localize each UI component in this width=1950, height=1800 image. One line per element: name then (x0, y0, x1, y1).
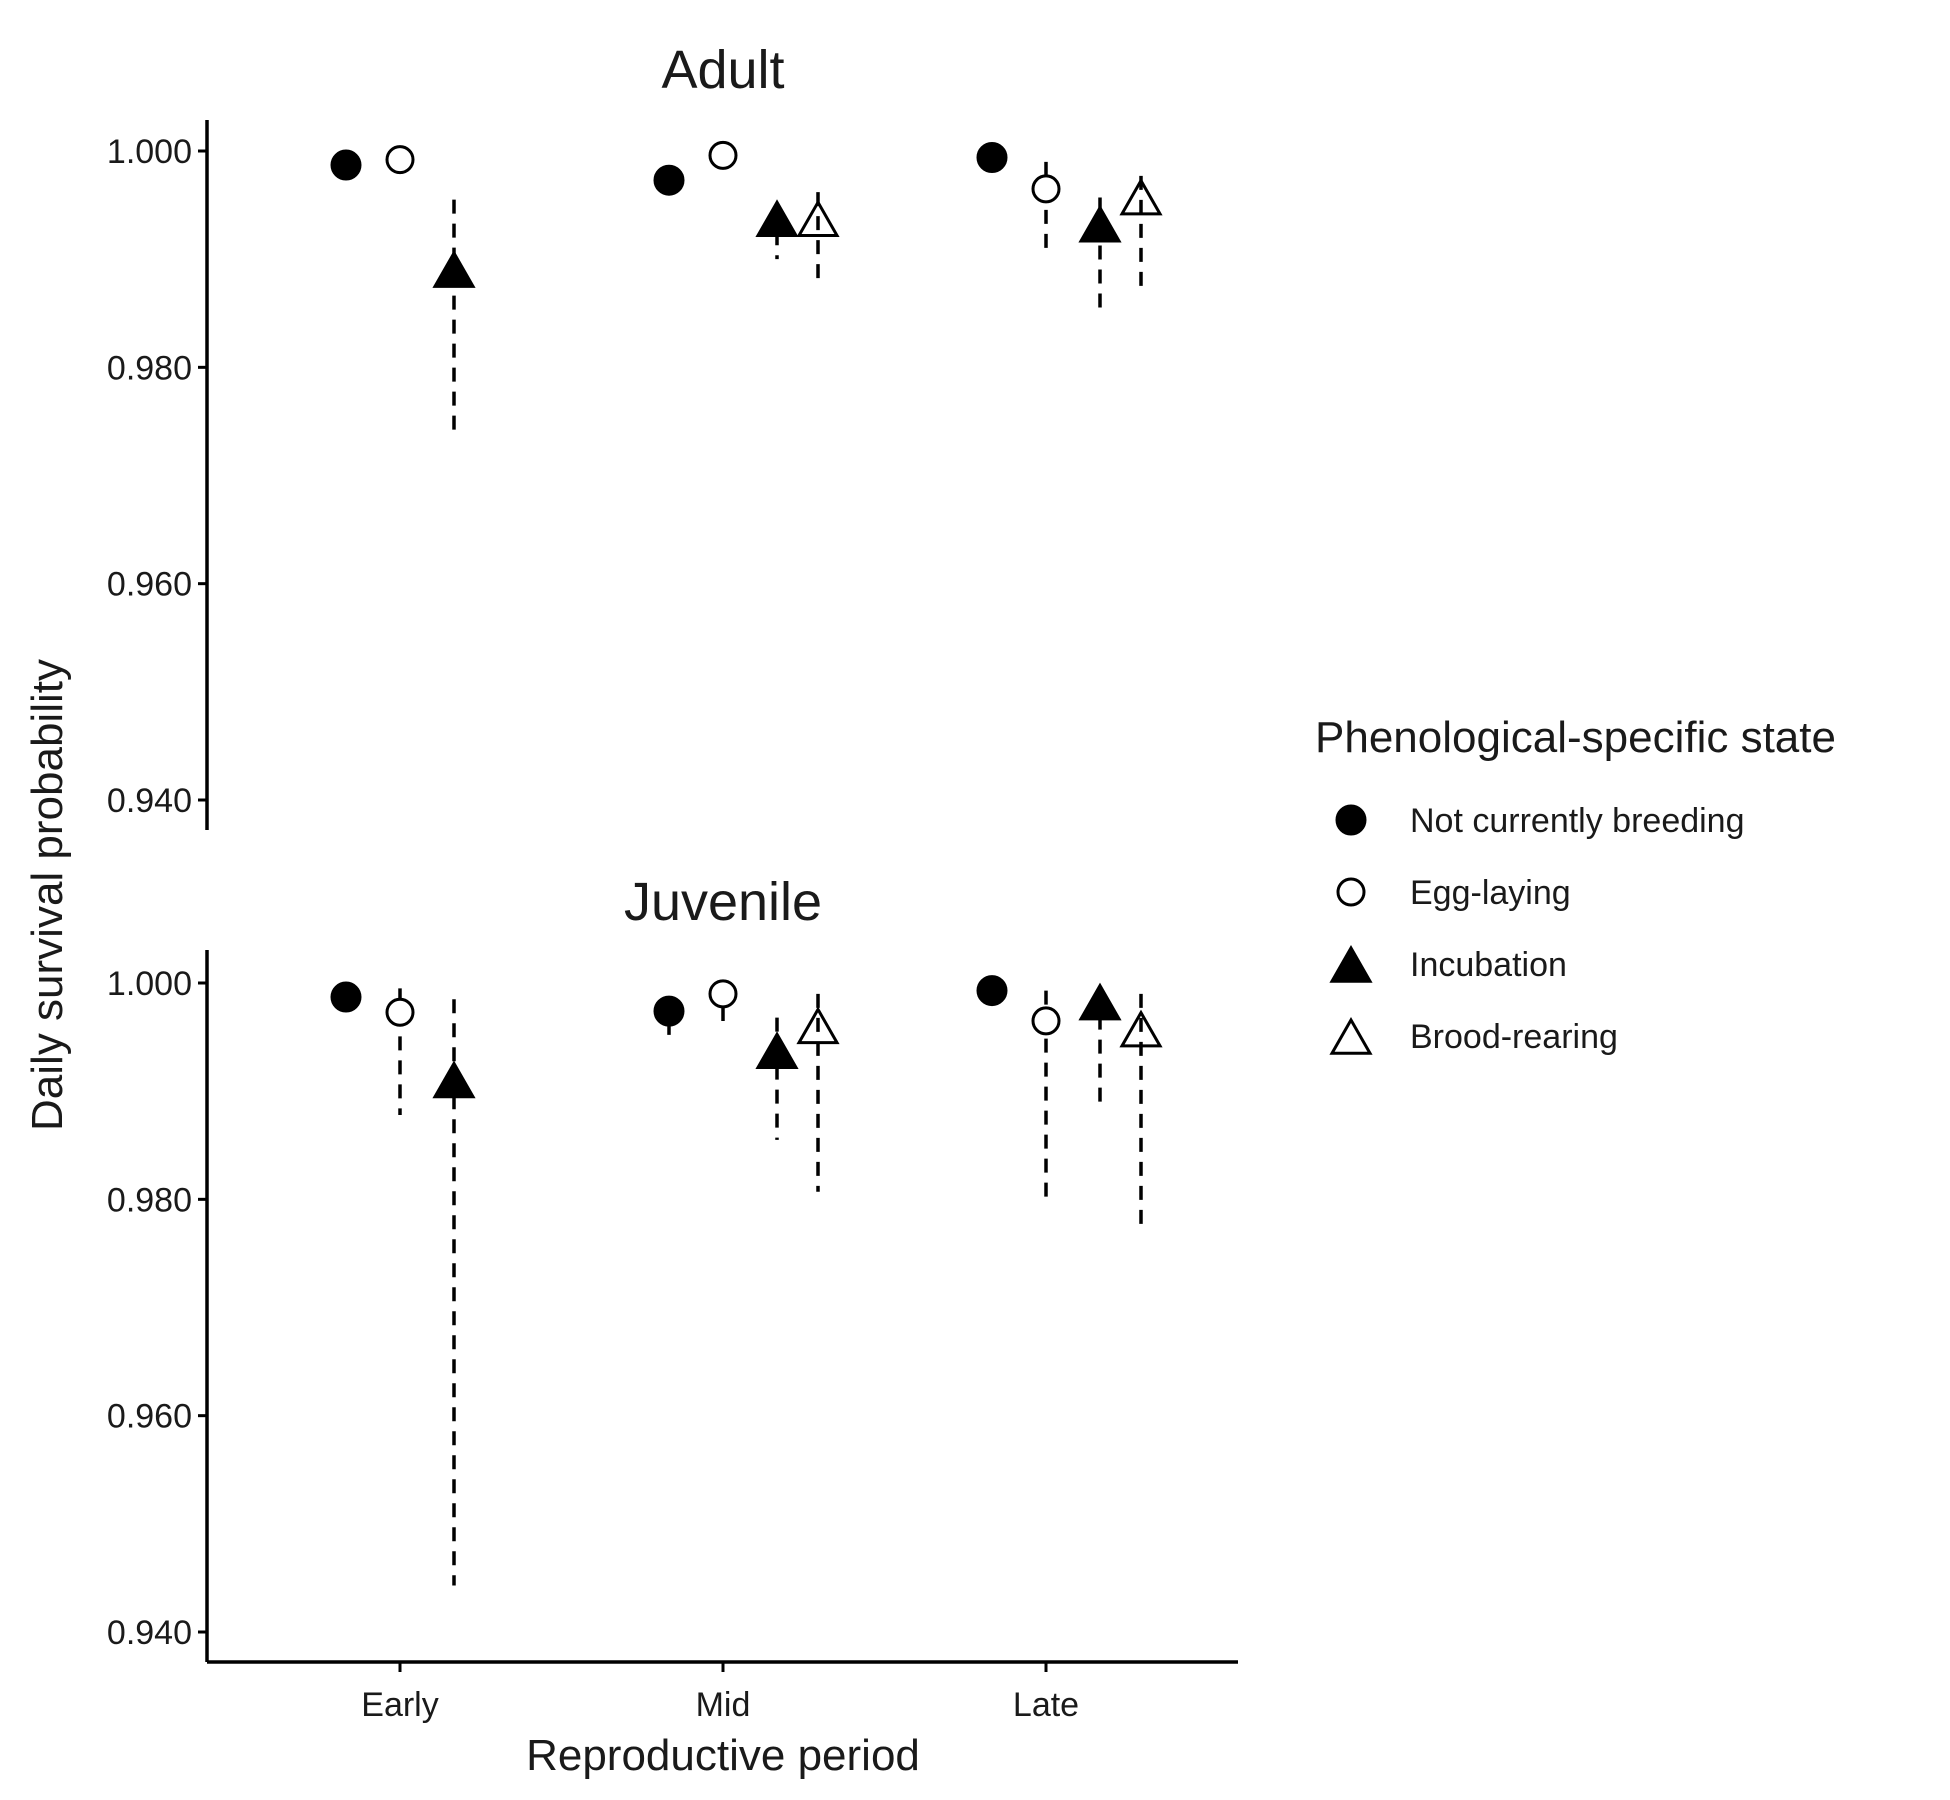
point-not-currently-breeding-mid (653, 995, 685, 1027)
panel-title: Juvenile (624, 872, 822, 932)
y-tick-label: 0.980 (107, 1181, 192, 1219)
panel-title: Adult (661, 40, 784, 100)
point-egg-laying-early (385, 145, 415, 175)
panels: Adult 0.940 0.960 0.980 1.000 Juvenile 0.940 0.… (107, 40, 1238, 1724)
point-egg-laying-early (385, 997, 415, 1027)
legend-item-brood-rearing: Brood-rearing (1329, 1016, 1618, 1056)
panel-juvenile: Juvenile 0.940 0.960 0.980 1.000 Early Mid Late (107, 872, 1238, 1724)
legend-item-not-currently-breeding: Not currently breeding (1335, 802, 1745, 840)
y-tick-label: 0.960 (107, 1398, 192, 1436)
legend-label: Not currently breeding (1410, 802, 1745, 840)
point-egg-laying-mid (708, 140, 738, 170)
y-tick-label: 1.000 (107, 965, 192, 1003)
point-not-currently-breeding-mid (653, 164, 685, 196)
point-brood-rearing-late (1119, 177, 1163, 216)
y-tick-label: 1.000 (107, 133, 192, 171)
legend-key-not-currently-breeding (1335, 804, 1367, 836)
point-incubation-early (432, 1060, 476, 1099)
x-tick-label: Mid (696, 1686, 751, 1724)
legend-title: Phenological-specific state (1315, 713, 1836, 762)
x-tick-label: Early (361, 1686, 438, 1724)
y-tick-label: 0.960 (107, 566, 192, 604)
legend-label: Brood-rearing (1410, 1018, 1618, 1056)
point-not-currently-breeding-early (330, 149, 362, 181)
point-brood-rearing-late (1119, 1009, 1163, 1048)
legend-label: Incubation (1410, 946, 1567, 984)
point-not-currently-breeding-late (976, 141, 1008, 173)
x-tick-label: Late (1013, 1686, 1079, 1724)
legend-label: Egg-laying (1410, 874, 1571, 912)
point-incubation-mid (755, 199, 799, 238)
y-axis-title: Daily survival probability (23, 659, 72, 1131)
legend-item-incubation: Incubation (1329, 944, 1567, 984)
point-not-currently-breeding-late (976, 975, 1008, 1007)
point-incubation-mid (755, 1031, 799, 1070)
point-egg-laying-late (1031, 1006, 1061, 1036)
legend-key-egg-laying (1336, 877, 1366, 907)
point-egg-laying-late (1031, 174, 1061, 204)
point-egg-laying-mid (708, 979, 738, 1009)
legend-key-brood-rearing (1329, 1016, 1373, 1055)
point-brood-rearing-mid (796, 1006, 840, 1045)
y-tick-label: 0.940 (107, 782, 192, 820)
legend-key-incubation (1329, 944, 1373, 983)
point-incubation-late (1078, 204, 1122, 243)
y-tick-label: 0.980 (107, 349, 192, 387)
x-axis-title: Reproductive period (526, 1731, 920, 1780)
legend-item-egg-laying: Egg-laying (1336, 874, 1571, 912)
panel-adult: Adult 0.940 0.960 0.980 1.000 (107, 40, 1163, 830)
point-incubation-early (432, 250, 476, 288)
legend: Phenological-specific state Not currentl… (1315, 713, 1836, 1056)
y-tick-label: 0.940 (107, 1614, 192, 1652)
point-brood-rearing-mid (796, 199, 840, 238)
point-not-currently-breeding-early (330, 981, 362, 1013)
point-incubation-late (1078, 982, 1122, 1021)
